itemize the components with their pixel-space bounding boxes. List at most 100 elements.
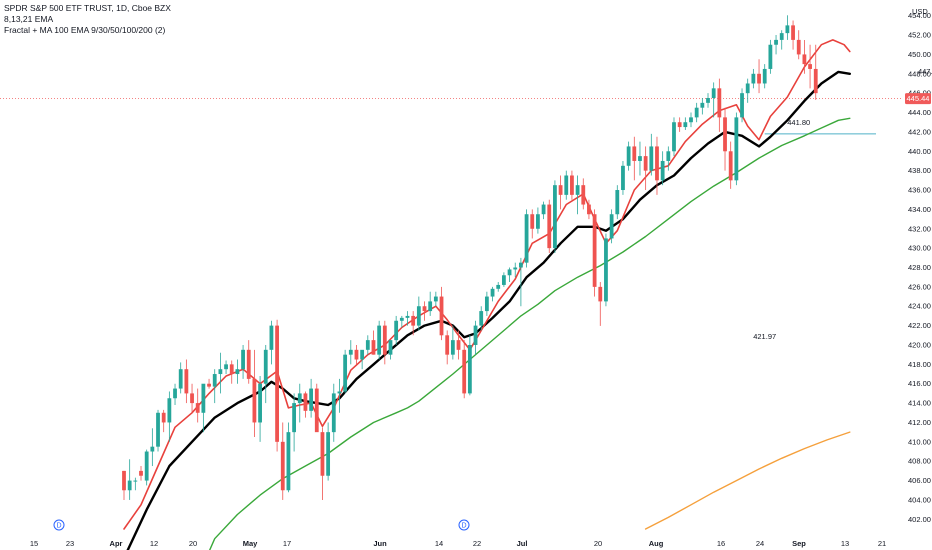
candle-body[interactable] xyxy=(337,391,342,394)
candle-body[interactable] xyxy=(411,315,416,326)
candle-body[interactable] xyxy=(156,412,160,447)
candle-body[interactable] xyxy=(785,25,790,34)
candle-body[interactable] xyxy=(428,301,433,312)
candle-body[interactable] xyxy=(751,73,756,84)
candle-body[interactable] xyxy=(587,204,591,215)
candle-body[interactable] xyxy=(638,156,642,161)
candle-body[interactable] xyxy=(122,470,126,491)
candle-body[interactable] xyxy=(694,107,699,118)
candle-body[interactable] xyxy=(343,354,348,392)
candle-body[interactable] xyxy=(331,393,336,433)
candle-body[interactable] xyxy=(479,311,484,326)
candle-body[interactable] xyxy=(201,383,206,413)
candle-body[interactable] xyxy=(677,122,682,128)
candle-body[interactable] xyxy=(609,214,614,239)
candle-body[interactable] xyxy=(326,432,331,476)
candle-body[interactable] xyxy=(626,146,631,166)
candle-body[interactable] xyxy=(139,470,143,476)
candle-body[interactable] xyxy=(598,286,603,302)
candle-body[interactable] xyxy=(672,122,676,152)
candle-body[interactable] xyxy=(445,335,450,355)
candle-body[interactable] xyxy=(195,403,200,413)
candle-body[interactable] xyxy=(320,432,325,476)
candle-body[interactable] xyxy=(462,349,467,394)
candle-body[interactable] xyxy=(711,88,716,99)
candle-body[interactable] xyxy=(286,432,291,491)
candle-body[interactable] xyxy=(246,349,251,379)
candle-body[interactable] xyxy=(689,117,693,123)
candle-body[interactable] xyxy=(360,349,365,360)
candle-body[interactable] xyxy=(133,480,138,482)
candle-body[interactable] xyxy=(615,190,620,215)
candle-body[interactable] xyxy=(774,39,778,45)
candle-body[interactable] xyxy=(161,412,166,423)
candle-body[interactable] xyxy=(813,68,818,94)
candle-body[interactable] xyxy=(371,340,376,355)
candle-body[interactable] xyxy=(167,398,172,423)
candle-body[interactable] xyxy=(621,165,625,191)
candle-body[interactable] xyxy=(258,383,262,423)
candle-body[interactable] xyxy=(263,349,268,384)
ema-fast-line[interactable] xyxy=(123,39,851,530)
candle-body[interactable] xyxy=(501,275,506,285)
legend-indicator[interactable]: Fractal + MA 100 EMA 9/30/50/100/200 (2) xyxy=(4,25,166,35)
candle-body[interactable] xyxy=(757,73,761,84)
candle-body[interactable] xyxy=(740,93,744,118)
candle-body[interactable] xyxy=(507,269,512,276)
candle-body[interactable] xyxy=(632,146,637,161)
candle-body[interactable] xyxy=(723,117,727,152)
candle-body[interactable] xyxy=(581,185,586,205)
candle-body[interactable] xyxy=(541,204,546,215)
candle-body[interactable] xyxy=(473,325,478,345)
candle-body[interactable] xyxy=(536,214,540,229)
candle-body[interactable] xyxy=(519,262,523,268)
candle-body[interactable] xyxy=(218,369,223,375)
candle-body[interactable] xyxy=(745,83,750,94)
candle-body[interactable] xyxy=(207,383,211,387)
candle-body[interactable] xyxy=(229,364,234,375)
candle-body[interactable] xyxy=(348,349,353,355)
candle-body[interactable] xyxy=(558,185,563,195)
candle-body[interactable] xyxy=(808,64,812,69)
candle-body[interactable] xyxy=(762,68,767,84)
candle-body[interactable] xyxy=(564,175,569,195)
candle-body[interactable] xyxy=(791,25,795,40)
candle-body[interactable] xyxy=(235,369,240,375)
candle-body[interactable] xyxy=(490,288,495,297)
candle-body[interactable] xyxy=(224,364,228,370)
candle-body[interactable] xyxy=(660,160,665,181)
candle-body[interactable] xyxy=(467,344,472,394)
candle-body[interactable] xyxy=(649,146,654,171)
candle-body[interactable] xyxy=(173,388,177,399)
candle-body[interactable] xyxy=(779,33,784,40)
candle-body[interactable] xyxy=(666,151,671,161)
candle-body[interactable] xyxy=(144,451,149,481)
candle-body[interactable] xyxy=(592,214,597,287)
candle-body[interactable] xyxy=(416,306,421,326)
candle-body[interactable] xyxy=(394,320,399,341)
candle-body[interactable] xyxy=(717,88,722,118)
candle-body[interactable] xyxy=(309,388,314,411)
candle-body[interactable] xyxy=(604,238,608,302)
candle-body[interactable] xyxy=(365,340,370,350)
candle-body[interactable] xyxy=(547,204,552,249)
candle-body[interactable] xyxy=(127,480,132,491)
candle-body[interactable] xyxy=(484,296,489,312)
candle-body[interactable] xyxy=(388,340,393,355)
candle-body[interactable] xyxy=(178,369,183,389)
candle-body[interactable] xyxy=(570,175,574,195)
candle-body[interactable] xyxy=(450,340,455,355)
candle-body[interactable] xyxy=(728,151,733,181)
candle-body[interactable] xyxy=(405,315,410,318)
candle-body[interactable] xyxy=(706,98,710,103)
candle-body[interactable] xyxy=(575,185,580,195)
candle-body[interactable] xyxy=(796,39,801,55)
candle-body[interactable] xyxy=(683,122,688,128)
candle-body[interactable] xyxy=(768,44,773,69)
legend-ema[interactable]: 8,13,21 EMA xyxy=(4,14,54,24)
candle-body[interactable] xyxy=(354,349,359,360)
candle-body[interactable] xyxy=(496,284,501,289)
ema-slow-line[interactable] xyxy=(198,117,851,550)
candle-body[interactable] xyxy=(553,185,557,249)
